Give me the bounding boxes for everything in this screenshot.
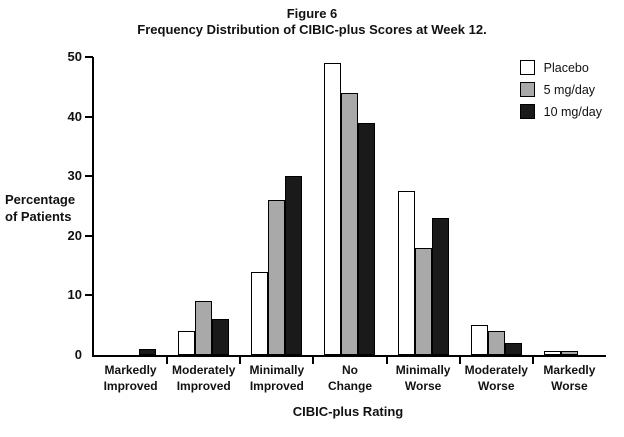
legend: Placebo 5 mg/day 10 mg/day: [519, 60, 602, 119]
y-tick-mark: [85, 294, 93, 297]
bar: [251, 271, 269, 355]
x-tick-mark: [458, 357, 461, 364]
bar: [139, 349, 157, 355]
bar: [341, 92, 359, 355]
legend-item: 5 mg/day: [519, 82, 602, 97]
bar-group: [94, 57, 167, 355]
bar: [487, 331, 505, 355]
bar: [212, 319, 230, 355]
chart-title: Frequency Distribution of CIBIC-plus Sco…: [137, 22, 487, 37]
x-category-label: Markedly Worse: [543, 363, 596, 394]
bar-group: [460, 57, 533, 355]
bar-group: [240, 57, 313, 355]
x-tick-mark: [239, 357, 242, 364]
y-tick-mark: [85, 115, 93, 118]
legend-item: 10 mg/day: [519, 104, 602, 119]
x-axis-title: CIBIC-plus Rating: [292, 404, 404, 419]
x-category-label: Markedly Improved: [103, 363, 158, 394]
bar: [504, 343, 522, 355]
x-category-label: Minimally Worse: [395, 363, 451, 394]
legend-label: 5 mg/day: [543, 82, 596, 97]
bar: [397, 191, 415, 355]
bar: [543, 351, 561, 355]
x-tick-mark: [312, 357, 315, 364]
bar-group: [167, 57, 240, 355]
legend-label: Placebo: [543, 60, 589, 75]
bar: [431, 217, 449, 355]
bar: [285, 176, 303, 355]
x-category-label: No Change: [327, 363, 372, 394]
x-tick-mark: [385, 357, 388, 364]
legend-swatch-icon: [519, 82, 535, 97]
bar: [195, 301, 213, 355]
y-tick-mark: [85, 175, 93, 178]
bar: [470, 325, 488, 355]
bar: [560, 350, 578, 355]
legend-swatch-icon: [519, 104, 535, 119]
legend-swatch-icon: [519, 60, 535, 75]
y-tick-label: 10: [67, 287, 82, 303]
y-tick-label: 50: [67, 49, 82, 64]
bar: [178, 331, 196, 355]
y-tick-label: 40: [67, 108, 82, 124]
bar: [358, 122, 376, 355]
bar-group: [387, 57, 460, 355]
bar-group: [313, 57, 386, 355]
x-category-labels: Markedly Improved Moderately Improved Mini…: [94, 362, 606, 394]
bar: [324, 62, 342, 355]
y-tick-mark: [85, 56, 93, 58]
x-category-label: Moderately Worse: [464, 363, 528, 394]
figure-label: Figure 6: [286, 6, 338, 21]
x-category-label: Minimally Improved: [249, 363, 305, 394]
legend-item: Placebo: [519, 60, 602, 75]
y-tick-mark: [85, 234, 93, 237]
bar-group: [533, 57, 606, 355]
bar-groups: [94, 57, 606, 355]
bar: [414, 247, 432, 355]
legend-label: 10 mg/day: [543, 104, 602, 119]
bar: [268, 200, 286, 355]
y-axis-label: Percentage of Patients: [5, 192, 76, 224]
plot-area: Placebo 5 mg/day 10 mg/day Markedly Improv…: [68, 49, 606, 393]
x-tick-mark: [531, 357, 534, 364]
y-tick-label: 20: [67, 227, 82, 243]
y-tick-label: 30: [67, 168, 82, 184]
x-category-label: Moderately Improved: [172, 363, 236, 394]
x-tick-mark: [166, 357, 169, 364]
y-tick-label: 0: [74, 347, 82, 362]
